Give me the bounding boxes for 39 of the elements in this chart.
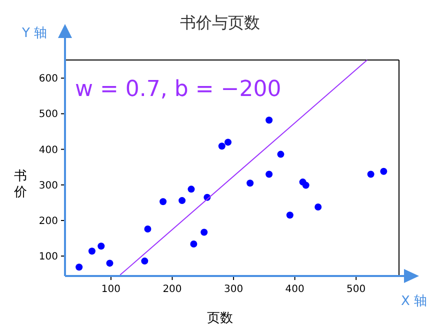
x-tick-label: 500	[346, 284, 366, 295]
point	[218, 142, 226, 150]
y-axis-title: 书价	[13, 169, 27, 200]
x-tick-label: 300	[224, 284, 244, 295]
point	[286, 212, 294, 219]
text: Y 轴	[21, 26, 48, 41]
point	[302, 182, 310, 189]
point	[98, 242, 105, 250]
point	[76, 264, 83, 271]
annotation: w = 0.7, b = −200	[75, 77, 282, 102]
point	[106, 260, 114, 267]
point	[314, 203, 322, 210]
x-axis-title: 页数	[207, 311, 233, 326]
x-tick-label: 100	[101, 284, 121, 295]
point	[144, 226, 152, 233]
y-tick-label: 600	[38, 74, 58, 85]
point	[380, 168, 388, 175]
point	[88, 248, 96, 255]
text: X 轴	[401, 294, 428, 309]
point	[277, 150, 284, 158]
point	[188, 186, 195, 193]
point	[160, 198, 167, 206]
chart-title: 书价与页数	[180, 13, 260, 32]
x-tick-label: 400	[285, 284, 304, 295]
point	[200, 228, 208, 236]
x-tick-label: 200	[162, 284, 182, 295]
point	[367, 170, 374, 178]
point	[266, 116, 273, 124]
point	[224, 138, 232, 146]
y-tick-label: 500	[38, 109, 58, 120]
point	[246, 180, 254, 187]
y-tick-label: 400	[38, 144, 58, 156]
point	[266, 170, 273, 178]
point	[141, 258, 148, 265]
y-tick-label: 300	[38, 180, 58, 192]
y-tick-label: 100	[38, 252, 58, 263]
y-tick-label: 200	[38, 216, 58, 227]
point	[190, 240, 198, 248]
point	[178, 197, 186, 204]
